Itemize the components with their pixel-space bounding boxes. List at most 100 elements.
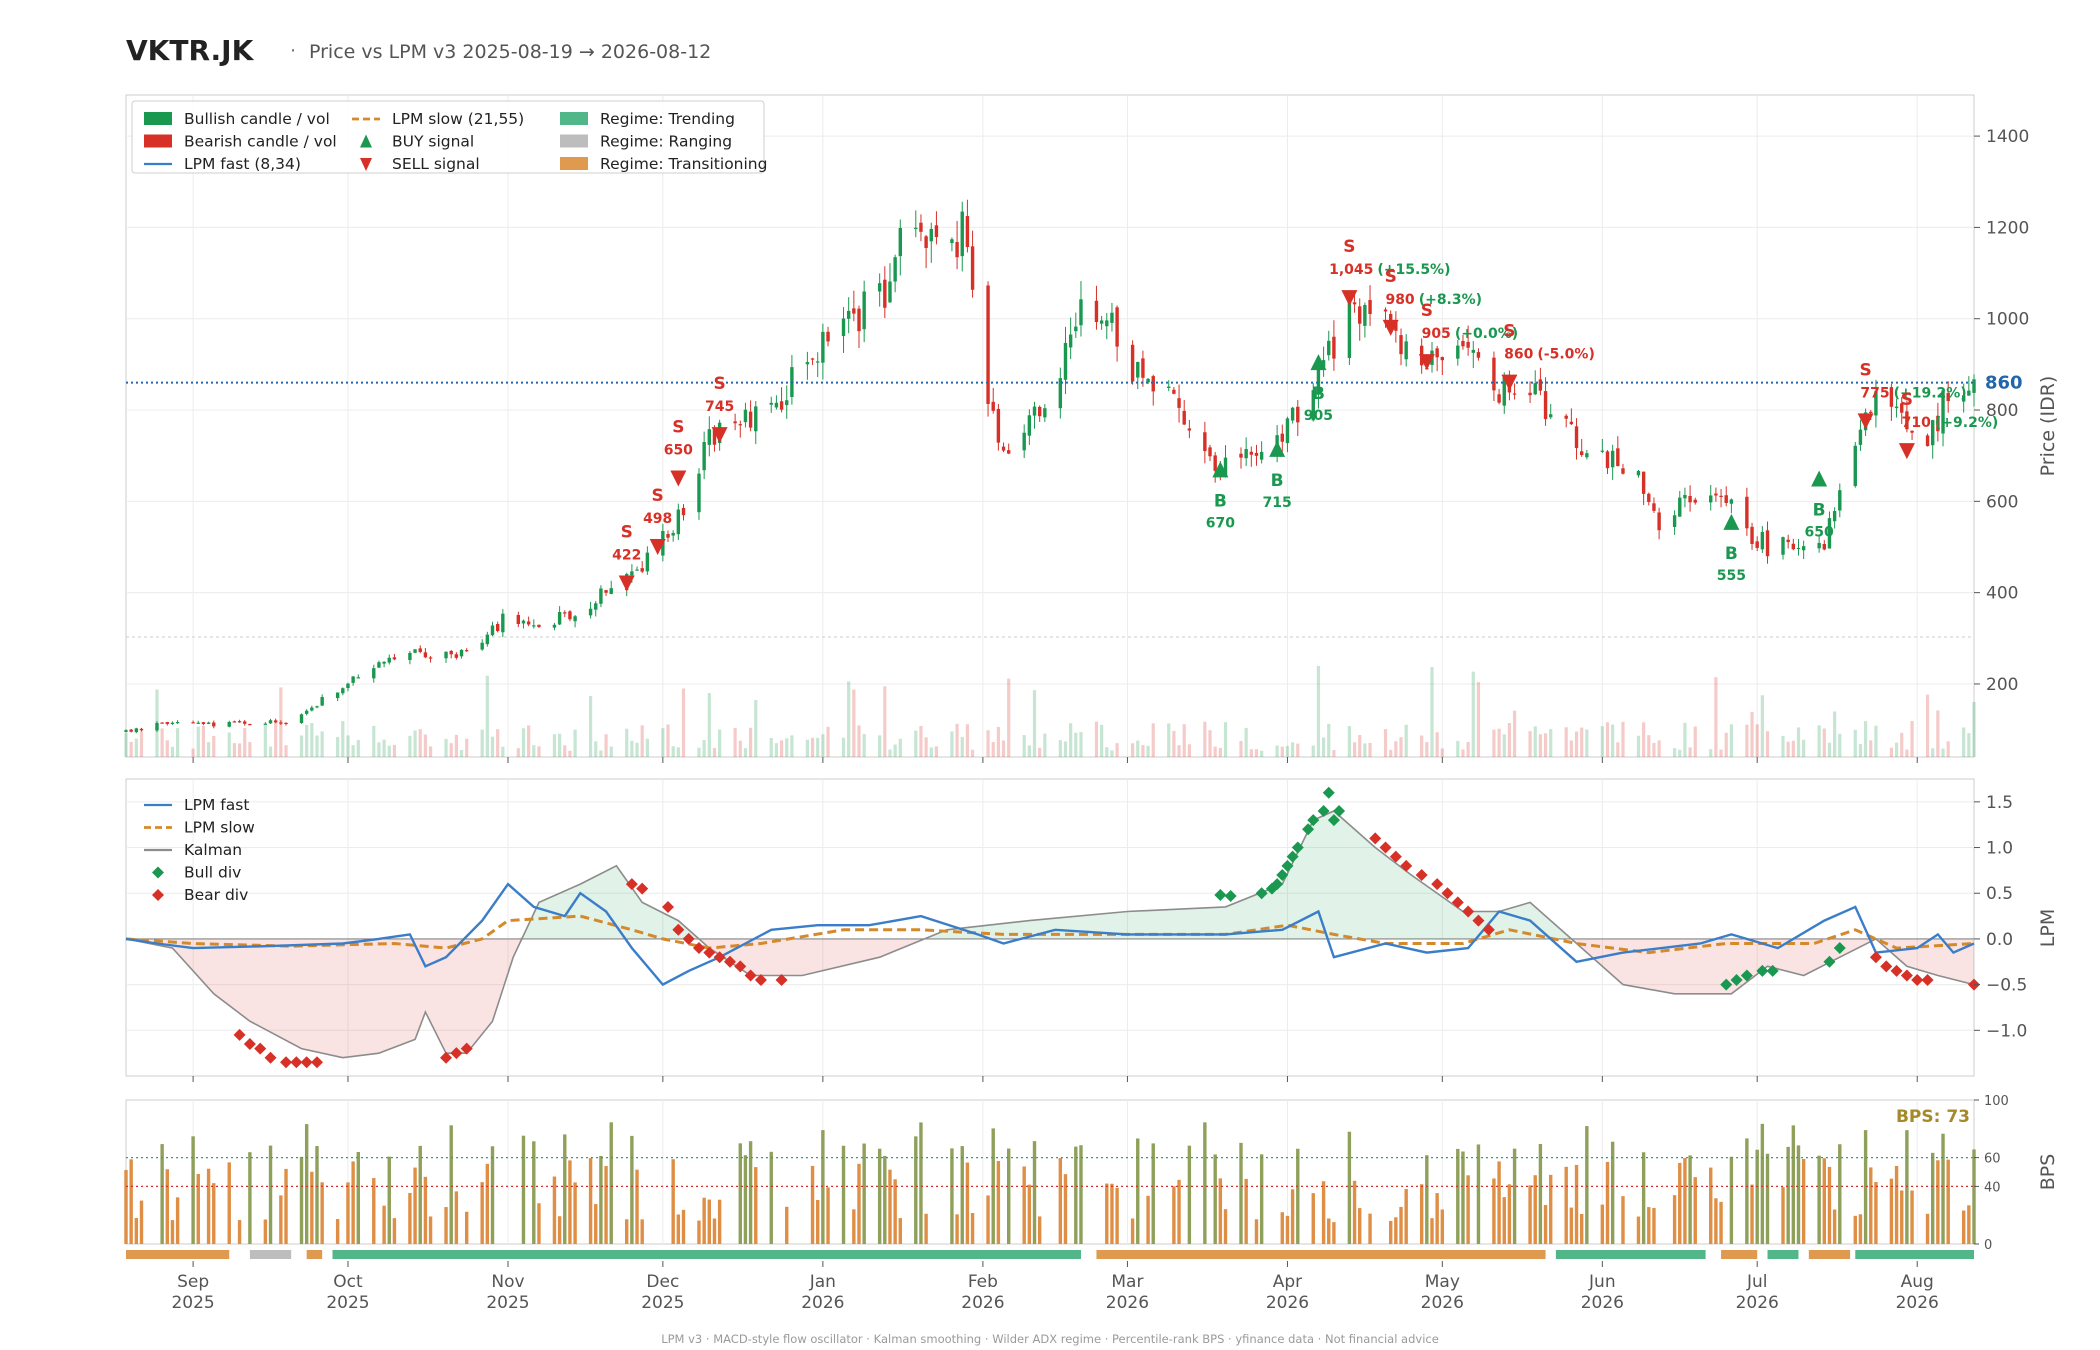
- volume-bar: [1642, 722, 1646, 757]
- volume-bar: [1260, 750, 1264, 757]
- bps-bar: [1905, 1130, 1909, 1244]
- bps-bar: [382, 1205, 386, 1244]
- candle-body: [862, 291, 866, 330]
- candle-body: [1765, 530, 1770, 557]
- bps-bar: [175, 1197, 180, 1244]
- bps-bar: [408, 1192, 412, 1244]
- x-tick-month: May: [1425, 1272, 1460, 1292]
- bps-bar: [1476, 1144, 1481, 1244]
- candle-body: [124, 730, 128, 732]
- legend-swatch: [144, 134, 172, 148]
- bps-bar: [1027, 1184, 1032, 1244]
- candle-body: [1678, 497, 1682, 517]
- price-y-axis-label: Price (IDR): [2037, 376, 2059, 477]
- bear-div-marker: [1462, 905, 1475, 918]
- volume-bar: [1894, 742, 1899, 757]
- buy-signal: B 715: [1263, 440, 1292, 511]
- bear-div-marker: [1389, 850, 1402, 863]
- bull-div-marker: [1756, 964, 1769, 977]
- candle-body: [1781, 537, 1785, 555]
- candle-body: [1208, 447, 1212, 457]
- volume-bar: [640, 725, 644, 757]
- candle-body: [1110, 312, 1114, 323]
- sell-letter: S: [652, 486, 664, 506]
- candle-body: [1817, 542, 1821, 549]
- volume-bar: [1580, 727, 1584, 757]
- bps-bar: [1347, 1131, 1352, 1244]
- volume-bar: [1352, 742, 1357, 757]
- candle-body: [387, 657, 391, 663]
- volume-bar: [1100, 724, 1104, 757]
- bps-bar: [552, 1176, 557, 1244]
- bps-bar: [671, 1159, 675, 1244]
- bps-bar: [485, 1163, 490, 1244]
- legend-entry: LPM fast: [144, 796, 249, 814]
- volume-bar: [1688, 747, 1692, 757]
- bps-y-axis: 0 40 60 100: [1974, 1094, 2009, 1253]
- volume-bar: [563, 745, 567, 757]
- volume-bar: [1394, 741, 1398, 757]
- sell-price-label: 775: [1860, 385, 1889, 401]
- volume-bar: [1275, 745, 1279, 757]
- bps-bar: [893, 1179, 897, 1244]
- bps-bar: [1058, 1158, 1063, 1244]
- volume-bar: [878, 735, 882, 757]
- candle-body: [428, 657, 433, 659]
- volume-bar: [310, 723, 314, 757]
- bps-bar: [1074, 1146, 1078, 1244]
- bear-div-marker: [243, 1038, 256, 1051]
- buy-signal: B 650: [1805, 470, 1834, 541]
- bps-bar: [697, 1220, 701, 1244]
- bps-bar: [1822, 1158, 1827, 1244]
- bps-bar: [1280, 1212, 1284, 1244]
- bps-bar: [1352, 1180, 1357, 1244]
- bear-div-marker: [1900, 969, 1913, 982]
- x-tick-month: Apr: [1273, 1272, 1302, 1292]
- candle-body: [1404, 341, 1408, 360]
- bps-bar: [1869, 1167, 1873, 1244]
- bull-div-marker: [1286, 850, 1299, 863]
- volume-bar: [712, 748, 717, 757]
- sell-signal: S 860 (-5.0%): [1501, 322, 1595, 391]
- candle-body: [816, 361, 820, 363]
- volume-bar: [1115, 743, 1119, 757]
- volume-bar: [857, 725, 861, 757]
- volume-bar: [594, 741, 598, 757]
- bear-div-marker: [754, 974, 767, 987]
- bps-bar: [1063, 1174, 1068, 1244]
- bps-bar: [1290, 1189, 1295, 1244]
- candle-body: [888, 281, 892, 303]
- bps-y-tick-label: 60: [1984, 1152, 2001, 1167]
- volume-bar: [1972, 702, 1976, 757]
- volume-bar: [1022, 735, 1026, 757]
- candle-body: [630, 571, 634, 576]
- x-tick-month: Jan: [809, 1272, 836, 1292]
- candle-body: [738, 424, 742, 426]
- candle-body: [1647, 493, 1651, 502]
- legend-label: BUY signal: [392, 133, 474, 151]
- lpm-panel: −1.0 −0.5 0.0 0.5 1.0 1.5 LPM LPM fast LPM slo…: [125, 778, 2059, 1082]
- candle-body: [1043, 408, 1047, 418]
- candle-body: [1363, 304, 1367, 326]
- volume-bar: [1802, 739, 1806, 757]
- volume-bar: [816, 737, 820, 757]
- bps-bar: [563, 1134, 567, 1244]
- bps-bar: [1115, 1187, 1119, 1244]
- volume-bar: [1146, 745, 1150, 757]
- bps-reference-lines: [126, 1156, 1974, 1188]
- bps-bar: [1007, 1148, 1011, 1244]
- legend-label: SELL signal: [392, 155, 480, 173]
- bps-bar: [965, 1162, 970, 1244]
- volume-bar: [604, 734, 608, 757]
- volume-bar: [1177, 745, 1181, 757]
- volume-bar: [810, 737, 815, 757]
- bps-bar: [1203, 1122, 1207, 1244]
- candle-body: [1027, 415, 1032, 436]
- candle-body: [666, 534, 670, 538]
- x-tick-year: 2026: [1266, 1293, 1309, 1313]
- legend-entry: SELL signal: [360, 155, 480, 173]
- bps-bar: [299, 1156, 304, 1244]
- bps-bar: [1801, 1158, 1806, 1244]
- candle-body: [1358, 306, 1362, 324]
- sell-price-label: 1,045: [1329, 262, 1373, 278]
